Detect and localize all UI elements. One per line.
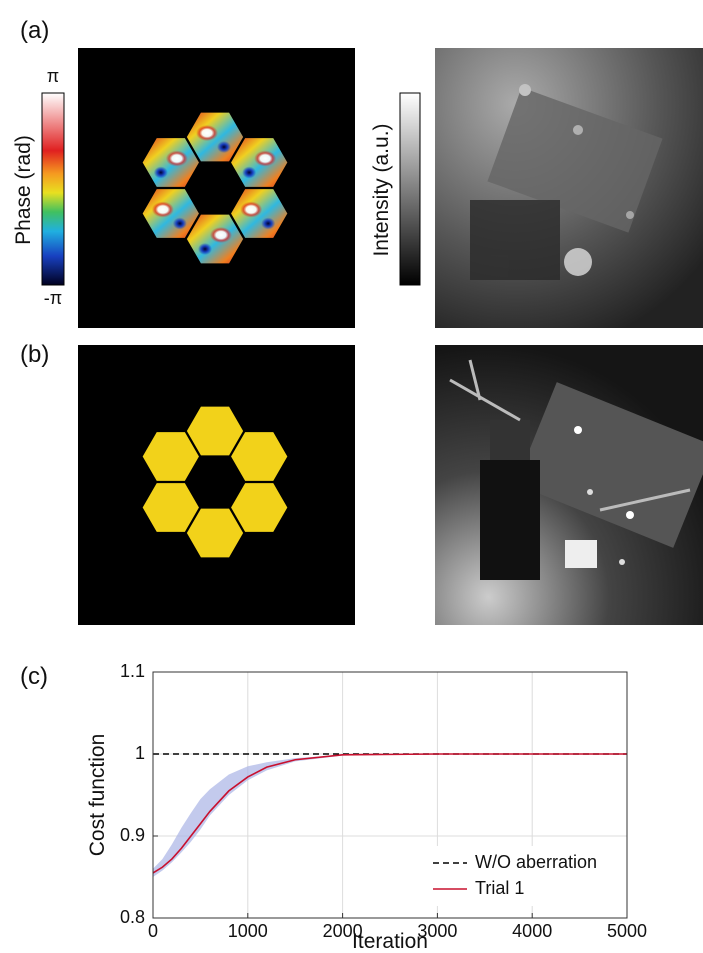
colorbar-min: -π xyxy=(44,288,62,308)
legend-label: Trial 1 xyxy=(475,878,524,898)
phase-peak xyxy=(196,125,218,141)
x-tick-label: 5000 xyxy=(607,921,647,941)
x-axis-title: Iteration xyxy=(352,930,428,953)
phase-trough xyxy=(261,218,275,230)
colorbar-label: Intensity (a.u.) xyxy=(370,123,393,256)
figure: (a) π -π Phase (rad) Intensity (a.u.) (b… xyxy=(0,0,703,953)
panel-label: (a) xyxy=(20,17,49,44)
phase-trough xyxy=(198,243,212,255)
y-tick-label: 0.8 xyxy=(120,907,145,927)
x-tick-label: 4000 xyxy=(512,921,552,941)
phase-peak xyxy=(254,151,276,167)
colorbar-max: π xyxy=(47,66,59,86)
x-tick-label: 1000 xyxy=(228,921,268,941)
panel-label: (b) xyxy=(20,341,49,368)
phase-map xyxy=(78,48,355,328)
phase-peak xyxy=(152,202,174,218)
y-tick-label: 1 xyxy=(135,743,145,763)
phase-trough xyxy=(173,218,187,230)
y-tick-label: 0.9 xyxy=(120,825,145,845)
legend-label: W/O aberration xyxy=(475,852,597,872)
y-tick-label: 1.1 xyxy=(120,661,145,681)
phase-peak xyxy=(166,151,188,167)
phase-peak xyxy=(210,227,232,243)
phase-trough xyxy=(242,167,256,179)
phase-trough xyxy=(154,167,168,179)
y-axis-title: Cost function xyxy=(86,734,109,857)
colorbar-label: Phase (rad) xyxy=(12,135,35,245)
intensity-colorbar xyxy=(400,93,420,285)
corrected-phase-map xyxy=(78,345,355,625)
phase-peak xyxy=(240,202,262,218)
phase-colorbar xyxy=(42,93,64,285)
panel-label: (c) xyxy=(20,663,48,690)
phase-trough xyxy=(217,141,231,153)
x-tick-label: 0 xyxy=(148,921,158,941)
